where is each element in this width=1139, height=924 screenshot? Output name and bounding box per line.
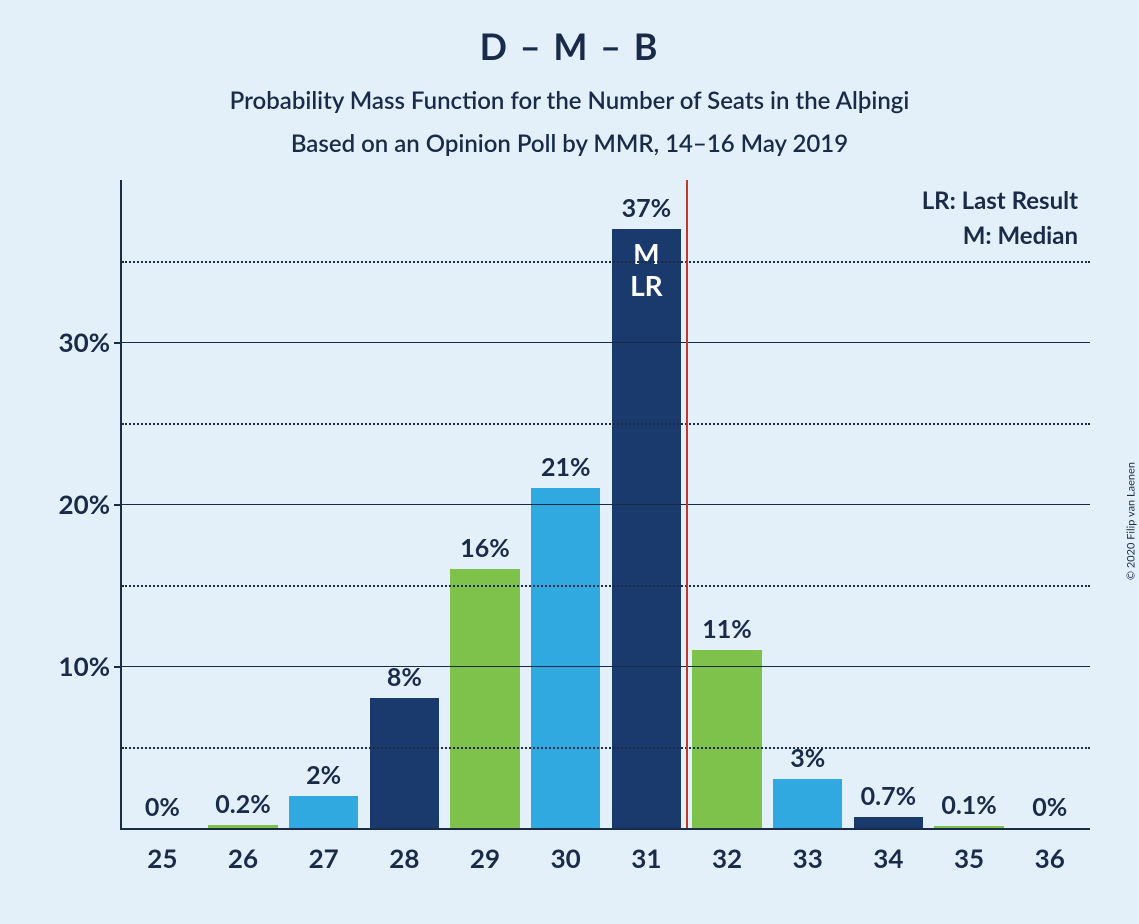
chart-subtitle-1: Probability Mass Function for the Number… (0, 86, 1139, 115)
bar: 37%MLR (612, 229, 681, 828)
bar-value-label: 0.7% (861, 781, 916, 811)
bar-value-label: 2% (306, 760, 341, 790)
chart-subtitle-2: Based on an Opinion Poll by MMR, 14–16 M… (0, 129, 1139, 158)
bar: 21% (531, 488, 600, 828)
xtick-label: 27 (309, 842, 339, 874)
chart-title: D – M – B (0, 0, 1139, 68)
bar: 16% (450, 569, 519, 828)
majority-line (686, 180, 688, 828)
xtick-label: 28 (389, 842, 419, 874)
bar-value-label: 21% (541, 452, 591, 482)
bar: 3% (773, 779, 842, 828)
bar: 0.1% (934, 826, 1003, 828)
chart-container: D – M – B Probability Mass Function for … (0, 0, 1139, 924)
ytick-label: 10% (59, 650, 110, 682)
ytick-mark (114, 666, 122, 668)
gridline-minor (122, 423, 1090, 425)
ytick-mark (114, 342, 122, 344)
ytick-mark (114, 504, 122, 506)
gridline-major (122, 342, 1090, 343)
xtick-label: 31 (631, 842, 661, 874)
gridline-minor (122, 261, 1090, 263)
bar-value-label: 37% (622, 193, 672, 223)
bar: 0.2% (208, 825, 277, 828)
bar-value-label: 0.2% (215, 789, 270, 819)
xtick-label: 25 (147, 842, 177, 874)
bar-value-label: 0% (145, 792, 180, 822)
plot-area: LR: Last Result M: Median 0%250.2%262%27… (120, 180, 1090, 830)
xtick-label: 30 (551, 842, 581, 874)
xtick-label: 32 (712, 842, 742, 874)
ytick-label: 20% (59, 488, 110, 520)
xtick-label: 26 (228, 842, 258, 874)
gridline-major (122, 666, 1090, 667)
bar-value-label: 11% (702, 614, 752, 644)
ytick-label: 30% (59, 326, 110, 358)
bar-value-label: 0% (1032, 792, 1067, 822)
gridline-minor (122, 747, 1090, 749)
bar: 8% (370, 698, 439, 828)
xtick-label: 35 (954, 842, 984, 874)
xtick-label: 29 (470, 842, 500, 874)
bar-value-label: 16% (460, 533, 510, 563)
bar: 11% (692, 650, 761, 828)
bar: 2% (289, 796, 358, 828)
bar: 0.7% (854, 817, 923, 828)
bar-value-label: 0.1% (941, 790, 996, 820)
copyright: © 2020 Filip van Laenen (1125, 462, 1138, 580)
xtick-label: 36 (1035, 842, 1065, 874)
xtick-label: 34 (873, 842, 903, 874)
gridline-major (122, 504, 1090, 505)
xtick-label: 33 (793, 842, 823, 874)
bar-annotation: MLR (630, 237, 663, 301)
gridline-minor (122, 585, 1090, 587)
